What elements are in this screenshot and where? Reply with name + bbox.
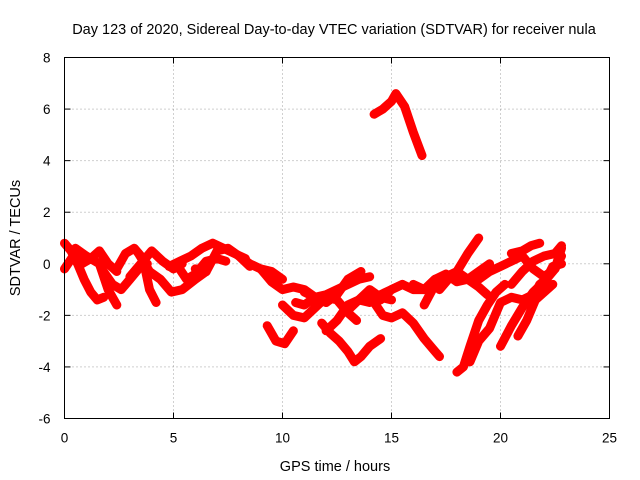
series-trace-16 [299, 267, 366, 307]
series-trace-13 [262, 321, 298, 349]
y-tick-label: 4 [43, 154, 51, 169]
grid-lines [64, 57, 610, 419]
series-trace-17 [317, 318, 386, 367]
y-tick-label: 2 [43, 205, 51, 220]
series-trace-26 [452, 279, 510, 377]
x-tick-label: 15 [384, 431, 399, 446]
y-tick-label: -6 [38, 412, 50, 427]
y-axis-label: SDTVAR / TECUs [8, 180, 24, 296]
series-trace-3 [70, 243, 122, 310]
x-tick-label: 10 [275, 431, 290, 446]
series-trace-1 [60, 238, 109, 305]
series-trace-21 [369, 298, 444, 362]
y-tick-label: 6 [43, 102, 51, 117]
y-tick-label: -2 [38, 308, 50, 323]
x-tick-label: 20 [493, 431, 508, 446]
x-tick-label: 0 [61, 431, 69, 446]
x-tick-label: 5 [170, 431, 178, 446]
series-trace-32 [528, 259, 566, 302]
y-tick-label: -4 [38, 360, 50, 375]
plot-frame [64, 57, 610, 419]
x-axis-label: GPS time / hours [280, 459, 390, 475]
chart-title: Day 123 of 2020, Sidereal Day-to-day VTE… [72, 22, 597, 38]
y-tick-label: 8 [43, 51, 51, 66]
y-tick-label: 0 [43, 257, 51, 272]
series-trace-22 [369, 89, 427, 160]
series-trace-30 [506, 241, 566, 289]
series-trace-33 [506, 238, 545, 258]
x-tick-label: 25 [602, 431, 617, 446]
series-trace-15 [291, 272, 375, 310]
series-trace-25 [435, 267, 492, 300]
data-series [60, 89, 566, 377]
